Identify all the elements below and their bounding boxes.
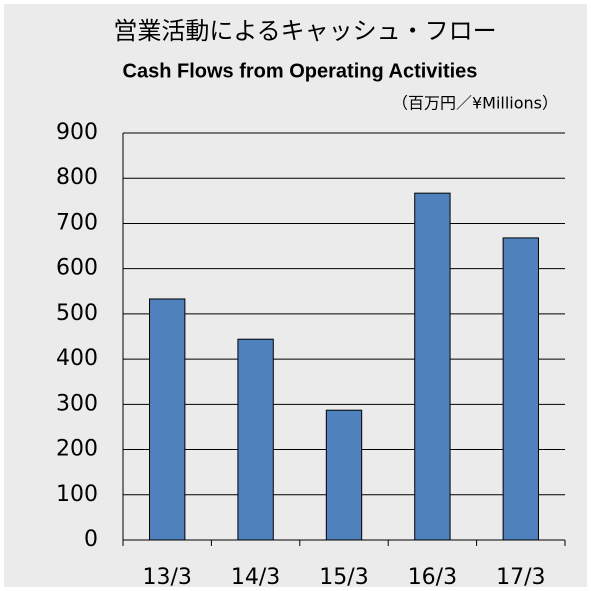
y-tick-label: 500 xyxy=(56,301,98,326)
bar xyxy=(502,237,539,541)
y-tick-label: 800 xyxy=(56,165,98,190)
bar xyxy=(149,298,186,541)
x-tick-label: 16/3 xyxy=(408,565,457,590)
y-tick-label: 200 xyxy=(56,437,98,462)
y-tick-label: 700 xyxy=(56,210,98,235)
bar xyxy=(414,192,451,541)
y-tick-label: 0 xyxy=(84,527,98,552)
y-tick-label: 400 xyxy=(56,346,98,371)
y-tick-label: 300 xyxy=(56,391,98,416)
chart-subtitle: Cash Flows from Operating Activities xyxy=(123,60,478,82)
y-tick-label: 600 xyxy=(56,256,98,281)
x-tick-label: 13/3 xyxy=(142,565,191,590)
chart-background xyxy=(4,4,587,587)
x-tick-label: 15/3 xyxy=(319,565,368,590)
y-tick-label: 900 xyxy=(56,120,98,145)
y-tick-label: 100 xyxy=(56,482,98,507)
unit-label: （百万円／¥Millions） xyxy=(392,94,558,113)
x-tick-label: 14/3 xyxy=(231,565,280,590)
x-tick-label: 17/3 xyxy=(496,565,545,590)
bar xyxy=(325,409,363,541)
chart-title: 営業活動によるキャッシュ・フロー xyxy=(113,17,496,45)
bar xyxy=(237,338,274,541)
